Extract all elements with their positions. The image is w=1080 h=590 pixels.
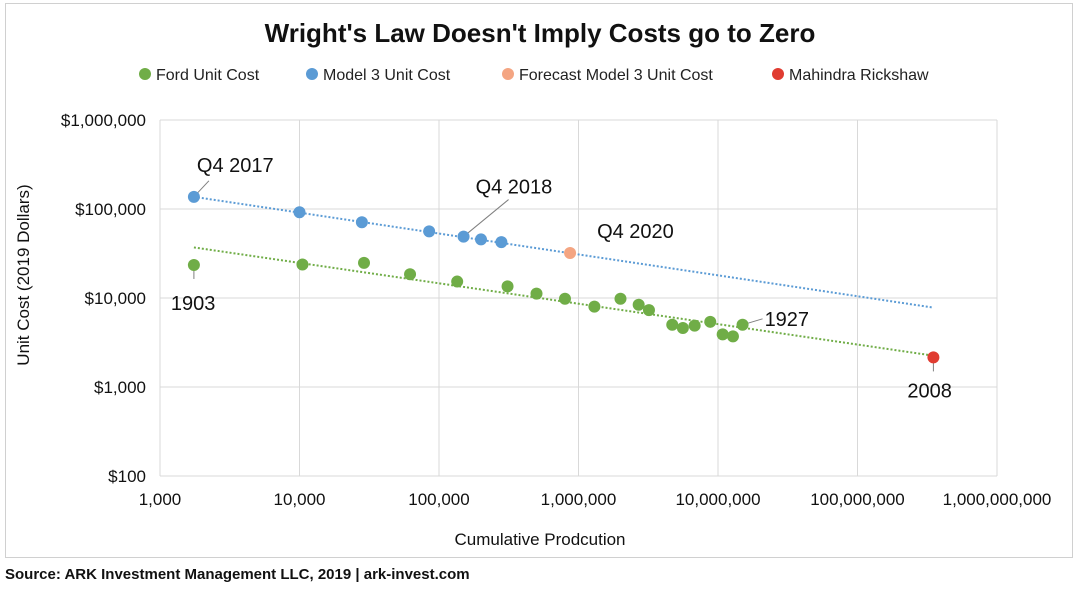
annotations: Q4 2017 Q4 2018 Q4 2020 1903 1927 2008 (171, 155, 952, 403)
data-point (614, 292, 627, 305)
x-axis-label: Cumulative Prodcution (454, 530, 625, 549)
annotation-label: 1927 (765, 309, 810, 331)
annotation-label: Q4 2017 (197, 155, 274, 177)
data-point (588, 300, 601, 313)
legend-label: Model 3 Unit Cost (323, 67, 451, 84)
data-point (457, 230, 470, 243)
y-tick-label: $100,000 (75, 200, 146, 219)
x-tick-label: 100,000 (408, 490, 469, 509)
x-tick-label: 1,000,000 (541, 490, 617, 509)
data-point (293, 206, 306, 219)
legend-label: Ford Unit Cost (156, 67, 260, 84)
x-tick-label: 10,000,000 (675, 490, 760, 509)
data-point (716, 328, 729, 341)
data-point (642, 304, 655, 317)
source-credit: Source: ARK Investment Management LLC, 2… (5, 566, 470, 583)
data-point (451, 275, 464, 288)
annotation-label: 2008 (907, 380, 952, 402)
y-axis-label: Unit Cost (2019 Dollars) (14, 184, 33, 365)
data-point (501, 280, 514, 293)
y-axis-ticks: $100 $1,000 $10,000 $100,000 $1,000,000 (61, 111, 146, 486)
chart-title: Wright's Law Doesn't Imply Costs go to Z… (265, 18, 816, 48)
annotation-leader (463, 199, 509, 237)
data-point (726, 330, 739, 343)
data-point (355, 216, 368, 229)
legend-label: Forecast Model 3 Unit Cost (519, 67, 713, 84)
data-point (704, 315, 717, 328)
data-point (296, 258, 309, 271)
legend-marker (139, 68, 151, 80)
data-point (927, 351, 940, 364)
data-point (404, 268, 417, 281)
x-tick-label: 100,000,000 (810, 490, 905, 509)
scatter-chart: Wright's Law Doesn't Imply Costs go to Z… (14, 18, 1052, 549)
y-tick-label: $1,000 (94, 378, 146, 397)
legend-marker (772, 68, 784, 80)
legend-item: Model 3 Unit Cost (306, 67, 451, 84)
legend-item: Forecast Model 3 Unit Cost (502, 67, 713, 84)
y-tick-label: $10,000 (85, 289, 146, 308)
chart-legend: Ford Unit Cost Model 3 Unit Cost Forecast … (139, 67, 929, 84)
data-point (676, 322, 689, 335)
data-points (187, 190, 940, 364)
x-axis-ticks: 1,000 10,000 100,000 1,000,000 10,000,000 100… (139, 490, 1052, 509)
legend-marker (502, 68, 514, 80)
legend-item: Ford Unit Cost (139, 67, 260, 84)
data-point (358, 256, 371, 269)
y-tick-label: $100 (108, 467, 146, 486)
data-point (688, 319, 701, 332)
data-point (632, 298, 645, 311)
grid-lines (159, 119, 998, 477)
data-point (474, 233, 487, 246)
data-point (187, 258, 200, 271)
legend-marker (306, 68, 318, 80)
trendline (193, 195, 934, 309)
annotation-label: 1903 (171, 293, 216, 315)
legend-item: Mahindra Rickshaw (772, 67, 929, 84)
data-point (423, 225, 436, 238)
data-point (495, 236, 508, 249)
annotation-label: Q4 2020 (597, 221, 674, 243)
legend-label: Mahindra Rickshaw (789, 67, 929, 84)
data-point (736, 318, 749, 331)
data-point (666, 318, 679, 331)
x-tick-label: 10,000 (274, 490, 326, 509)
data-point (558, 292, 571, 305)
trendlines (193, 195, 934, 357)
data-point (564, 247, 577, 260)
y-tick-label: $1,000,000 (61, 111, 146, 130)
data-point (530, 287, 543, 300)
data-point (187, 190, 200, 203)
annotation-label: Q4 2018 (476, 177, 553, 199)
x-tick-label: 1,000,000,000 (943, 490, 1052, 509)
x-tick-label: 1,000 (139, 490, 182, 509)
chart-frame (5, 3, 1073, 558)
